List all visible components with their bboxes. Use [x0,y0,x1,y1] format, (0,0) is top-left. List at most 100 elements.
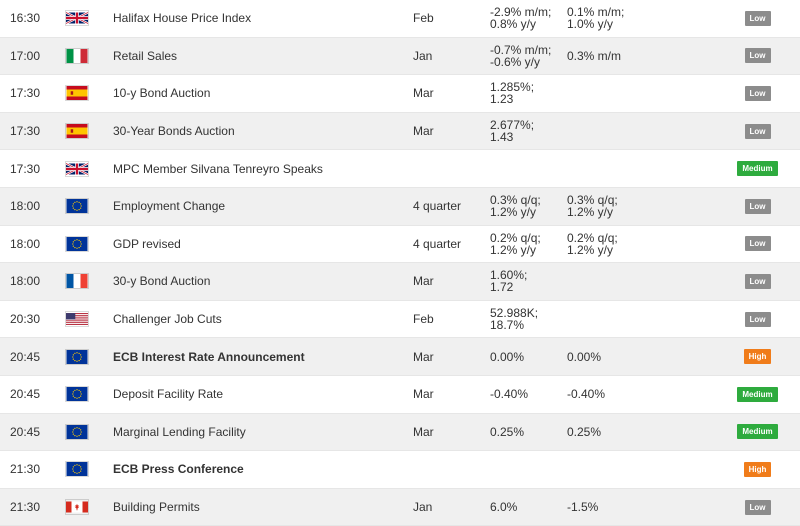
event-period: Mar [413,424,434,439]
event-name[interactable]: ECB Press Conference [113,462,244,477]
table-row[interactable]: 18:00 GDP revised 4 quarter 0.2% q/q; 1.2% … [0,225,800,264]
event-period: 4 quarter [413,199,462,214]
table-row[interactable]: 17:30 30-Year Bonds Auction Mar 2.677%; 1.4… [0,112,800,151]
event-time: 18:00 [10,236,41,251]
event-name[interactable]: GDP revised [113,236,181,251]
event-time: 17:30 [10,124,41,139]
importance-badge: Medium [737,161,778,177]
event-actual [490,451,560,488]
event-forecast: 0.00% [567,349,602,364]
table-row[interactable]: 17:30 MPC Member Silvana Tenreyro Speaks M… [0,150,800,188]
usa-flag-icon [66,301,88,338]
importance-cell: Medium [720,150,795,187]
event-actual: -0.7% m/m; -0.6% y/y [490,42,552,69]
table-row[interactable]: 16:30 Halifax House Price Index Feb -2.9% m… [0,0,800,38]
table-row[interactable]: 21:30 Building Permits Jan 6.0% -1.5% Low [0,488,800,526]
event-time: 17:30 [10,86,41,101]
event-forecast: 0.3% q/q; 1.2% y/y [567,193,618,220]
table-row[interactable]: 17:00 Retail Sales Jan -0.7% m/m; -0.6% y/y… [0,37,800,76]
event-time: 18:00 [10,199,41,214]
event-actual: 1.285%; 1.23 [490,80,535,107]
importance-cell: Low [720,0,795,37]
event-forecast [567,263,647,300]
eu-flag-icon [66,338,88,375]
event-period: Jan [413,48,433,63]
importance-badge: Medium [737,424,778,440]
importance-badge: Low [744,499,771,515]
importance-cell: Low [720,263,795,300]
event-actual: 6.0% [490,500,518,515]
event-name[interactable]: Challenger Job Cuts [113,312,222,327]
event-time: 20:45 [10,349,41,364]
table-row[interactable]: 17:30 10-y Bond Auction Mar 1.285%; 1.23 Low [0,75,800,113]
importance-cell: Low [720,489,795,526]
canada-flag-icon [66,489,88,526]
event-time: 17:30 [10,161,41,176]
uk-flag-icon [66,0,88,37]
event-name[interactable]: MPC Member Silvana Tenreyro Speaks [113,161,323,176]
event-name[interactable]: Marginal Lending Facility [113,424,246,439]
eu-flag-icon [66,376,88,413]
event-name[interactable]: Building Permits [113,500,200,515]
event-time: 18:00 [10,274,41,289]
event-period: Feb [413,11,434,26]
event-name[interactable]: Retail Sales [113,48,178,63]
italy-flag-icon [66,38,88,75]
event-actual: -2.9% m/m; 0.8% y/y [490,5,552,32]
event-forecast: 0.2% q/q; 1.2% y/y [567,230,618,257]
event-time: 16:30 [10,11,41,26]
event-time: 17:00 [10,48,41,63]
importance-badge: Low [744,48,771,64]
table-row[interactable]: 18:00 Employment Change 4 quarter 0.3% q/q;… [0,187,800,226]
event-name[interactable]: 10-y Bond Auction [113,86,211,101]
event-period: 4 quarter [413,236,462,251]
event-forecast [567,451,647,488]
event-actual: 1.60%; 1.72 [490,268,528,295]
table-row[interactable]: 20:45 Marginal Lending Facility Mar 0.25% 0.… [0,413,800,452]
event-time: 20:30 [10,312,41,327]
importance-cell: Medium [720,376,795,413]
eu-flag-icon [66,451,88,488]
event-period: Mar [413,387,434,402]
importance-cell: High [720,451,795,488]
event-actual: 0.00% [490,349,525,364]
event-forecast [567,113,647,150]
table-row[interactable]: 20:45 ECB Interest Rate Announcement Mar 0.… [0,338,800,376]
event-forecast: 0.1% m/m; 1.0% y/y [567,5,625,32]
importance-badge: High [743,461,772,477]
table-row[interactable]: 20:30 Challenger Job Cuts Feb 52.988K; 18.7… [0,300,800,339]
table-row[interactable]: 21:30 ECB Press Conference High [0,451,800,489]
importance-cell: Low [720,226,795,263]
event-period [413,150,483,187]
event-name[interactable]: Deposit Facility Rate [113,387,224,402]
event-name[interactable]: Employment Change [113,199,226,214]
spain-flag-icon [66,113,88,150]
event-forecast: 0.25% [567,424,602,439]
event-actual: 2.677%; 1.43 [490,118,535,145]
event-actual: -0.40% [490,387,529,402]
event-name[interactable]: ECB Interest Rate Announcement [113,349,305,364]
event-period [413,451,483,488]
eu-flag-icon [66,188,88,225]
importance-badge: Medium [737,386,778,402]
france-flag-icon [66,263,88,300]
event-forecast: 0.3% m/m [567,48,622,63]
eu-flag-icon [66,226,88,263]
table-row[interactable]: 18:00 30-y Bond Auction Mar 1.60%; 1.72 Low [0,263,800,301]
event-name[interactable]: Halifax House Price Index [113,11,252,26]
uk-flag-icon [66,150,88,187]
event-period: Mar [413,274,434,289]
table-row[interactable]: 20:45 Deposit Facility Rate Mar -0.40% -0.40… [0,375,800,414]
importance-cell: High [720,338,795,375]
event-actual: 0.3% q/q; 1.2% y/y [490,193,541,220]
event-period: Mar [413,349,434,364]
importance-cell: Low [720,38,795,75]
importance-badge: Low [744,10,771,26]
importance-cell: Medium [720,414,795,451]
event-name[interactable]: 30-Year Bonds Auction [113,124,235,139]
event-name[interactable]: 30-y Bond Auction [113,274,211,289]
event-time: 20:45 [10,387,41,402]
event-actual: 0.25% [490,424,525,439]
event-time: 20:45 [10,424,41,439]
